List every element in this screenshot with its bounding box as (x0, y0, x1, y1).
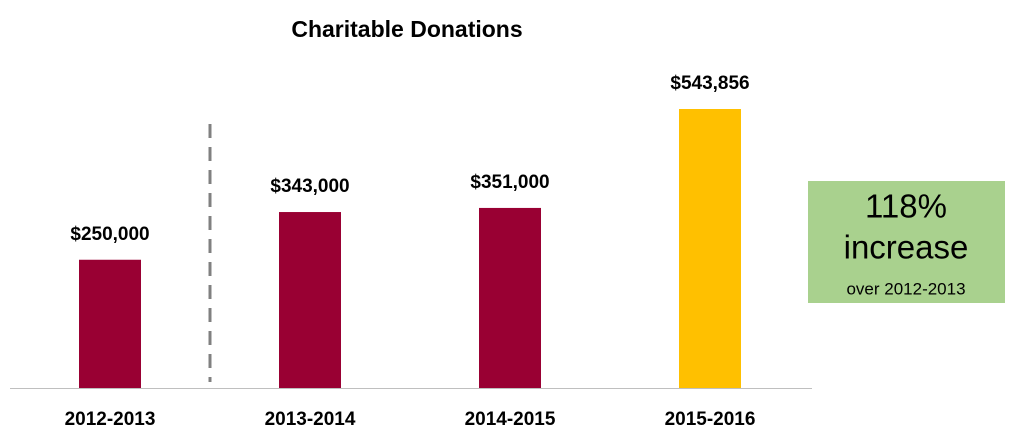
x-tick-label: 2015-2016 (665, 409, 756, 430)
value-label: $351,000 (470, 172, 549, 193)
bar (679, 109, 741, 388)
bar (479, 207, 541, 388)
chart-title: Charitable Donations (291, 16, 522, 42)
annotation-text: 118% (865, 188, 947, 225)
x-tick-label: 2014-2015 (465, 409, 556, 430)
x-tick-label: 2013-2014 (265, 409, 356, 430)
value-label: $250,000 (70, 224, 149, 245)
annotation-text: over 2012-2013 (846, 279, 965, 298)
annotation-box (808, 181, 1005, 303)
value-label: $343,000 (270, 176, 349, 197)
x-tick-label: 2012-2013 (65, 409, 156, 430)
bar (79, 259, 141, 388)
bar (279, 212, 341, 388)
value-label: $543,856 (670, 73, 749, 94)
annotation-text: increase (844, 229, 969, 266)
